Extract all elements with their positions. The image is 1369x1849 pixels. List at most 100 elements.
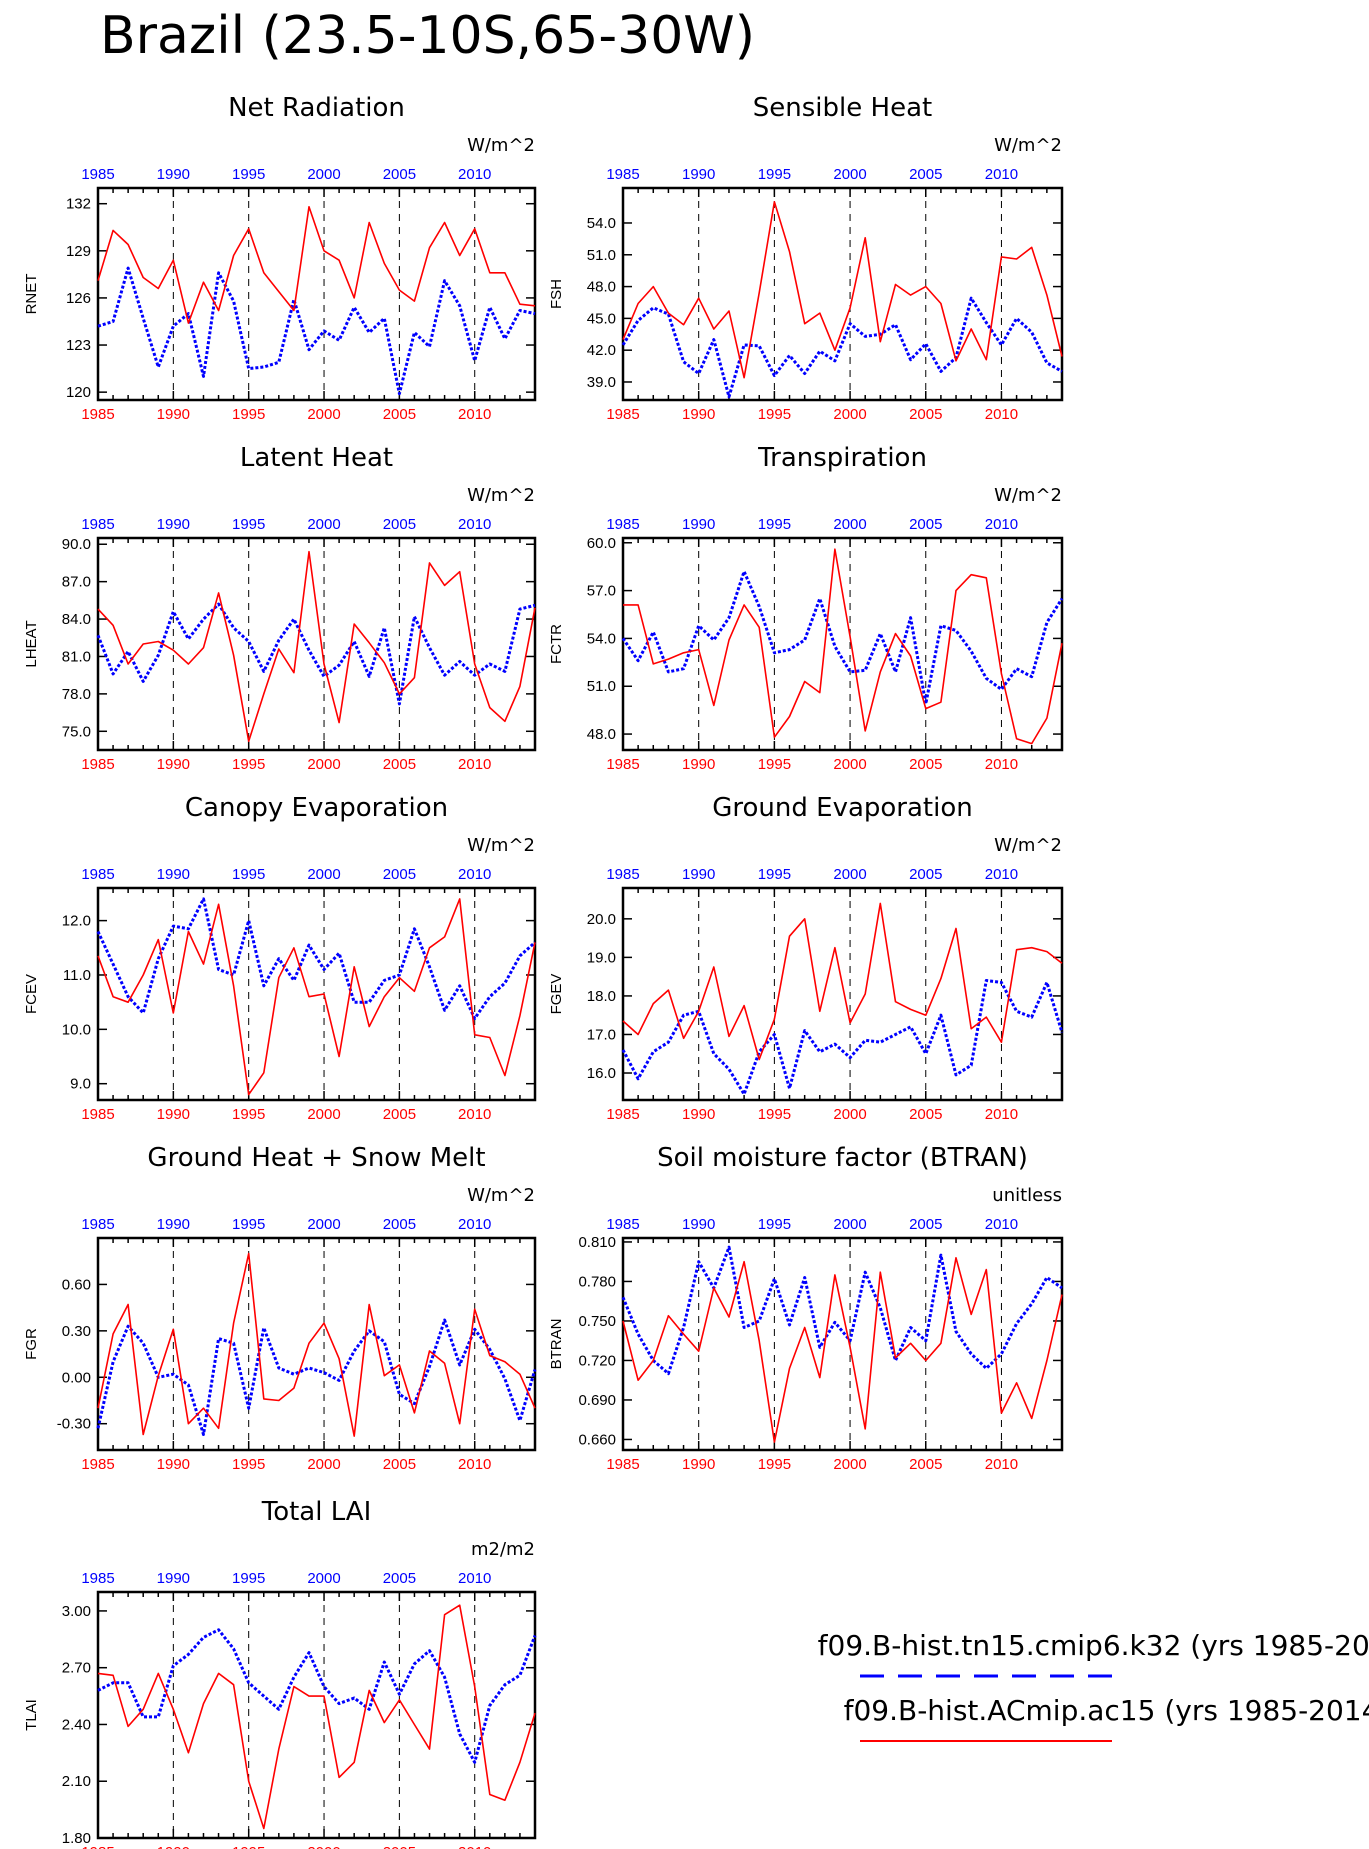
xtick-label-top: 2010: [458, 1570, 491, 1587]
y-axis-label: FGR: [23, 1328, 40, 1360]
series-line-case2: [97, 1252, 536, 1437]
xtick-label-bottom: 2000: [307, 1844, 340, 1849]
xtick-label-bottom: 1995: [232, 1106, 265, 1123]
xtick-label-bottom: 2005: [909, 406, 942, 423]
xtick-label-top: 2010: [458, 166, 491, 183]
ytick-label: 11.0: [63, 967, 91, 984]
ytick-label: 0.660: [578, 1431, 616, 1448]
ytick-label: 90.0: [62, 536, 91, 553]
xtick-label-bottom: 1985: [81, 1844, 114, 1849]
xtick-label-top: 2005: [383, 866, 416, 883]
series-line-case2: [97, 550, 536, 743]
y-axis-label: FCEV: [23, 974, 40, 1014]
panel-units: m2/m2: [471, 1539, 535, 1560]
legend-label-case1: f09.B-hist.tn15.cmip6.k32 (yrs 1985-2014…: [818, 1629, 1369, 1662]
series-line-case1: [96, 1318, 537, 1436]
xtick-label-bottom: 2005: [383, 1456, 416, 1473]
plot-frame: [621, 186, 1064, 402]
y-axis-label: LHEAT: [23, 620, 40, 667]
xtick-label-top: 1985: [606, 1216, 639, 1233]
ytick-label: 57.0: [587, 583, 616, 600]
panel-btran: Soil moisture factor (BTRAN) unitless 1985…: [548, 1143, 1064, 1473]
panel-units: W/m^2: [994, 135, 1062, 156]
ytick-label: 0.810: [578, 1234, 616, 1251]
xtick-label-bottom: 2010: [458, 1106, 491, 1123]
xtick-label-bottom: 1995: [232, 756, 265, 773]
xtick-label-top: 2010: [458, 866, 491, 883]
xtick-label-top: 1995: [758, 866, 791, 883]
xtick-label-top: 1990: [157, 1216, 190, 1233]
ytick-label: 0.00: [62, 1369, 91, 1386]
panel-units: W/m^2: [467, 485, 535, 506]
ytick-label: 51.0: [587, 678, 616, 695]
ytick-label: 0.60: [62, 1276, 91, 1293]
ytick-label: 51.0: [587, 247, 616, 264]
ytick-label: 60.0: [587, 535, 616, 552]
ytick-label: 54.0: [587, 630, 616, 647]
series-line-case2: [622, 902, 1063, 1061]
xtick-label-bottom: 1990: [682, 1106, 715, 1123]
series-line-case2: [97, 1604, 536, 1830]
xtick-label-bottom: 2000: [833, 1106, 866, 1123]
xtick-label-bottom: 2005: [383, 756, 416, 773]
xtick-label-top: 1990: [157, 166, 190, 183]
panel-units: W/m^2: [467, 135, 535, 156]
plot-frame: [621, 886, 1064, 1102]
y-axis-label: RNET: [23, 274, 40, 315]
series-line-case2: [622, 1257, 1063, 1443]
xtick-label-top: 1995: [232, 166, 265, 183]
series-line-case2: [97, 898, 536, 1096]
xtick-label-top: 2000: [833, 866, 866, 883]
xtick-label-bottom: 2000: [833, 1456, 866, 1473]
ytick-label: 39.0: [587, 374, 616, 391]
xtick-label-bottom: 1995: [758, 756, 791, 773]
series-line-case1: [96, 897, 536, 1020]
ytick-label: 2.70: [62, 1660, 91, 1677]
series-line-case1: [621, 296, 1063, 399]
xtick-label-bottom: 2010: [985, 406, 1018, 423]
xtick-label-bottom: 1990: [157, 756, 190, 773]
xtick-label-bottom: 1995: [758, 1106, 791, 1123]
ytick-label: 42.0: [587, 342, 616, 359]
panel-title: Total LAI: [261, 1497, 372, 1527]
y-axis-label: FCTR: [548, 624, 565, 664]
xtick-label-top: 2005: [383, 1216, 416, 1233]
xtick-label-top: 2005: [909, 516, 942, 533]
plot-frame: [96, 886, 537, 1102]
xtick-label-top: 1995: [232, 866, 265, 883]
xtick-label-top: 1985: [81, 866, 114, 883]
ytick-label: -0.30: [57, 1416, 91, 1433]
xtick-label-top: 1990: [682, 516, 715, 533]
series-line-case1: [621, 979, 1064, 1096]
xtick-label-top: 2005: [909, 866, 942, 883]
xtick-label-bottom: 1985: [606, 1456, 639, 1473]
plot-frame: [96, 536, 537, 752]
xtick-label-bottom: 1995: [758, 406, 791, 423]
xtick-label-top: 1990: [682, 166, 715, 183]
xtick-label-top: 2005: [909, 166, 942, 183]
xtick-label-bottom: 1990: [682, 406, 715, 423]
xtick-label-top: 1985: [606, 516, 639, 533]
ytick-label: 3.00: [62, 1603, 91, 1620]
xtick-label-bottom: 2010: [458, 406, 491, 423]
ytick-label: 9.0: [70, 1076, 91, 1093]
xtick-label-bottom: 2005: [383, 1106, 416, 1123]
series-line-case1: [96, 602, 536, 706]
xtick-label-bottom: 2000: [307, 1106, 340, 1123]
ytick-label: 12.0: [62, 913, 91, 930]
legend: f09.B-hist.tn15.cmip6.k32 (yrs 1985-2014…: [818, 1629, 1369, 1742]
xtick-label-top: 2000: [307, 1570, 340, 1587]
panel-title: Transpiration: [757, 443, 927, 473]
xtick-label-top: 2010: [985, 1216, 1018, 1233]
ytick-label: 54.0: [587, 215, 616, 232]
panel-tlai: Total LAI m2/m2 1985 1985 1990 1990 1995 1995 20…: [23, 1497, 537, 1849]
xtick-label-top: 1995: [232, 1570, 265, 1587]
ytick-label: 10.0: [62, 1021, 91, 1038]
ytick-label: 0.720: [578, 1352, 616, 1369]
xtick-label-bottom: 2005: [909, 1456, 942, 1473]
ytick-label: 120: [66, 384, 91, 401]
ytick-label: 1.80: [62, 1830, 91, 1847]
xtick-label-bottom: 2010: [985, 1456, 1018, 1473]
xtick-label-bottom: 2010: [985, 1106, 1018, 1123]
